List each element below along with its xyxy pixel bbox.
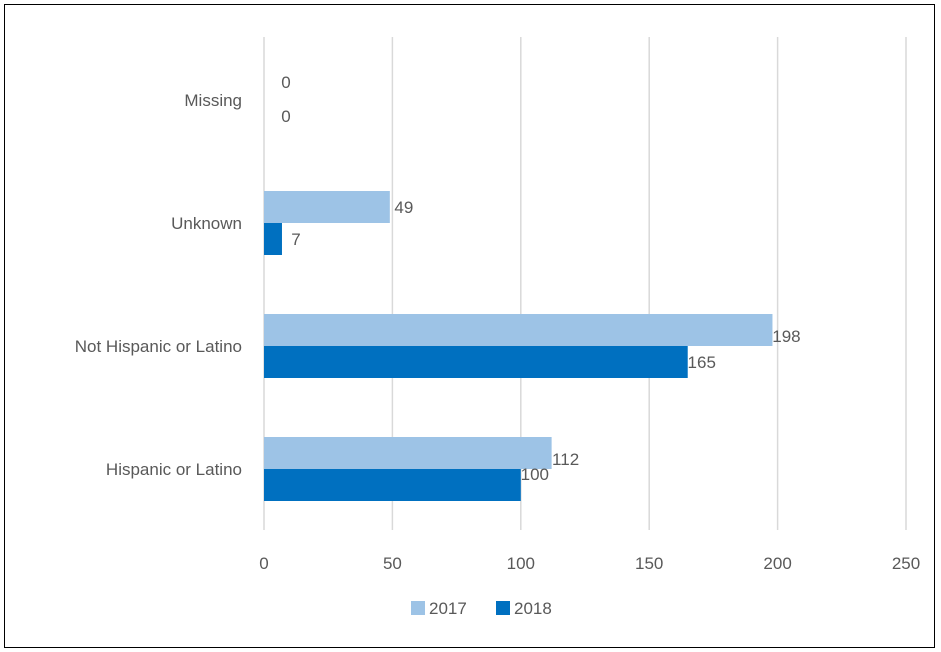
- x-tick-label: 0: [259, 554, 268, 573]
- bar: [264, 346, 688, 378]
- category-label: Unknown: [171, 214, 242, 233]
- legend-label: 2017: [429, 599, 467, 618]
- data-label: 100: [521, 465, 549, 484]
- x-tick-label: 250: [892, 554, 920, 573]
- data-label: 49: [394, 198, 413, 217]
- data-label: 7: [291, 230, 300, 249]
- data-label: 198: [772, 327, 800, 346]
- legend-swatch: [411, 601, 425, 615]
- legend-swatch: [496, 601, 510, 615]
- x-tick-label: 50: [383, 554, 402, 573]
- x-tick-label: 150: [635, 554, 663, 573]
- bar: [264, 191, 390, 223]
- data-label: 0: [281, 107, 290, 126]
- category-label: Hispanic or Latino: [106, 460, 242, 479]
- bar: [264, 469, 521, 501]
- legend-label: 2018: [514, 599, 552, 618]
- data-label: 112: [552, 450, 579, 469]
- bar: [264, 437, 552, 469]
- x-tick-label: 100: [507, 554, 535, 573]
- bar: [264, 314, 773, 346]
- bar: [264, 223, 282, 255]
- data-label: 0: [281, 73, 290, 92]
- data-label: 165: [688, 353, 716, 372]
- category-label: Missing: [184, 91, 242, 110]
- x-tick-label: 200: [763, 554, 791, 573]
- category-label: Not Hispanic or Latino: [75, 337, 242, 356]
